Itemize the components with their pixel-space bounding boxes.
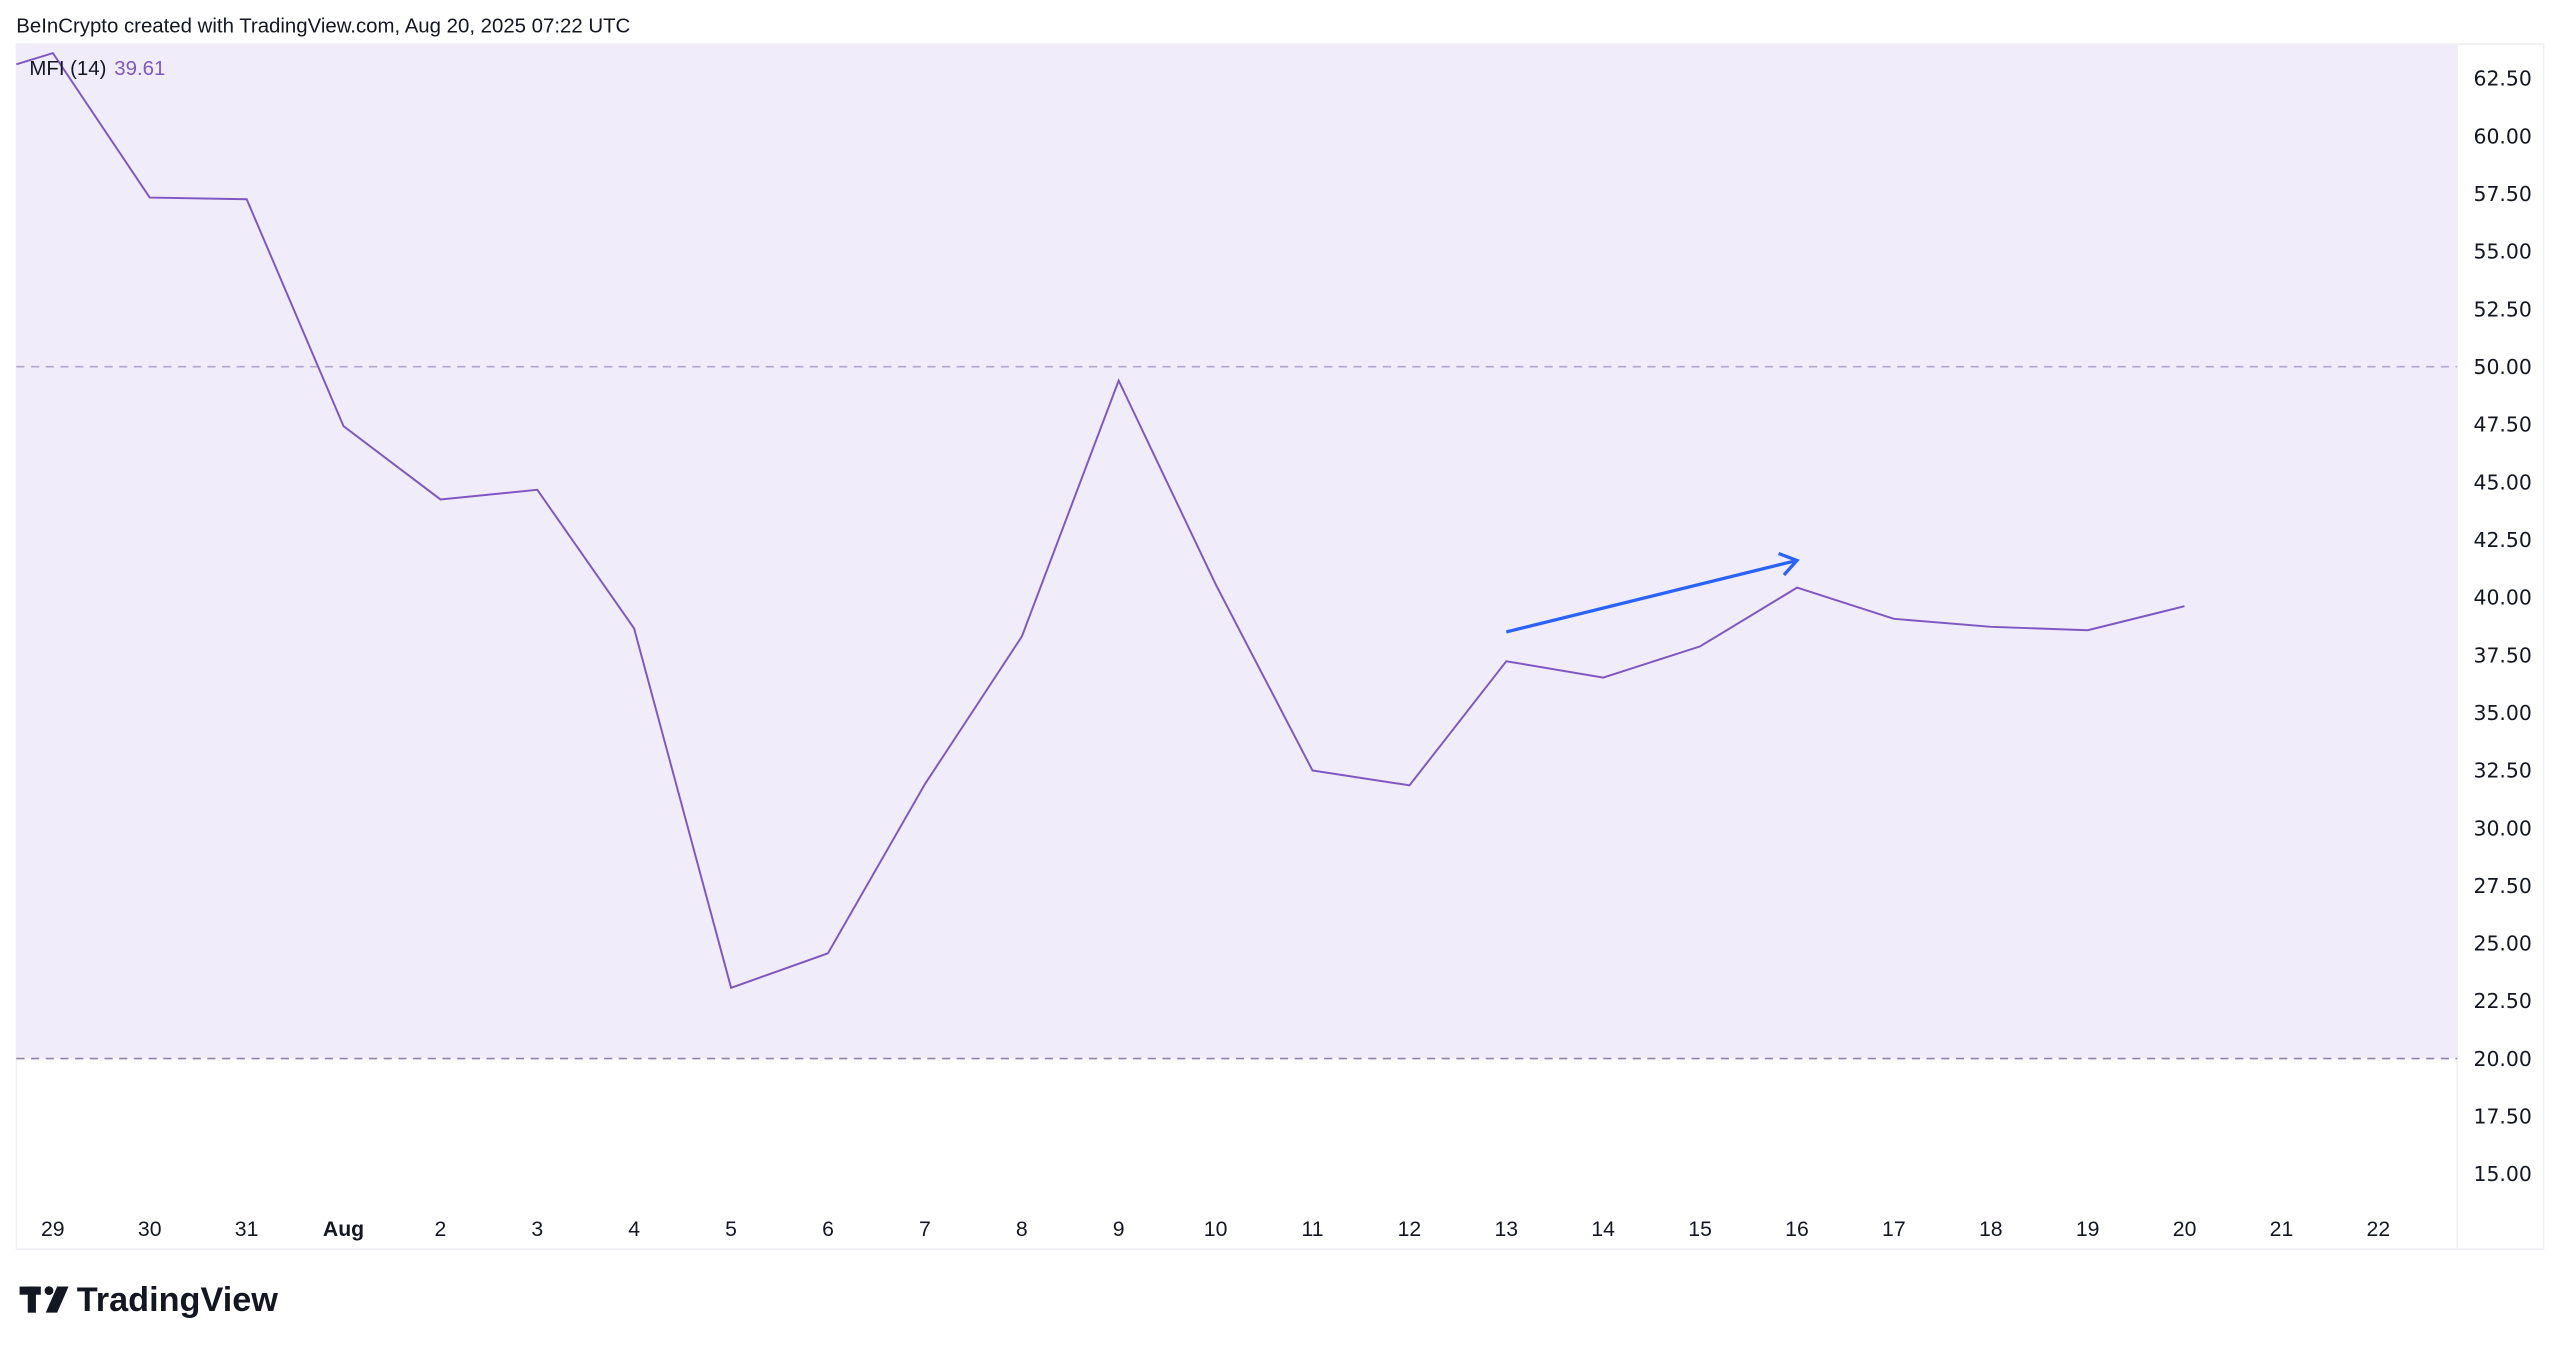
y-tick-label: 37.50 (2473, 643, 2531, 667)
y-tick-label: 50.00 (2473, 355, 2531, 379)
y-tick-label: 45.00 (2473, 470, 2531, 494)
x-tick-label: 11 (1301, 1218, 1323, 1241)
x-tick-label: 9 (1113, 1218, 1125, 1241)
x-tick-label: 21 (2270, 1218, 2294, 1241)
x-tick-label: 2 (435, 1218, 447, 1241)
y-tick-label: 30.00 (2473, 816, 2531, 840)
x-tick-label: 17 (1882, 1218, 1906, 1241)
x-tick-label: 10 (1204, 1218, 1228, 1241)
header-credit: BeInCrypto created with TradingView.com,… (16, 16, 630, 38)
mfi-series-line (16, 51, 2185, 990)
x-tick-label: 13 (1494, 1218, 1518, 1241)
x-tick-label: 16 (1785, 1218, 1809, 1241)
y-tick-label: 55.00 (2473, 240, 2531, 264)
x-tick-label: 22 (2367, 1218, 2391, 1241)
tradingview-logo-icon (19, 1286, 69, 1313)
y-tick-label: 27.50 (2473, 874, 2531, 898)
x-tick-label: 18 (1979, 1218, 2003, 1241)
y-tick-label: 42.50 (2473, 528, 2531, 552)
tradingview-logo-text: TradingView (77, 1281, 279, 1319)
x-tick-label: 31 (235, 1218, 259, 1241)
x-tick-label: 8 (1016, 1218, 1028, 1241)
legend-indicator-name[interactable]: MFI (14) (29, 58, 106, 80)
y-tick-label: 22.50 (2473, 989, 2531, 1013)
x-tick-label: 15 (1688, 1218, 1712, 1241)
x-tick-label: 6 (822, 1218, 834, 1241)
mfi-band-background (16, 44, 2458, 1059)
y-tick-label: 20.00 (2473, 1047, 2531, 1071)
x-tick-label: 7 (919, 1218, 931, 1241)
arrow-head (1778, 552, 1800, 577)
y-tick-label: 17.50 (2473, 1105, 2531, 1129)
trend-arrow-annotation[interactable] (1505, 552, 1800, 634)
y-tick-label: 62.50 (2473, 67, 2531, 91)
y-tick-label: 52.50 (2473, 297, 2531, 321)
x-tick-label: 19 (2076, 1218, 2100, 1241)
x-tick-label: Aug (323, 1218, 364, 1241)
x-tick-label: 5 (725, 1218, 737, 1241)
y-tick-label: 35.00 (2473, 701, 2531, 725)
y-tick-label: 32.50 (2473, 759, 2531, 783)
y-tick-label: 15.00 (2473, 1162, 2531, 1186)
x-tick-label: 30 (138, 1218, 162, 1241)
y-tick-label: 60.00 (2473, 124, 2531, 148)
x-tick-label: 29 (41, 1218, 65, 1241)
arrow-shaft (1505, 558, 1798, 634)
tradingview-logo[interactable]: TradingView (19, 1281, 279, 1319)
y-tick-label: 47.50 (2473, 413, 2531, 437)
y-tick-label: 40.00 (2473, 586, 2531, 610)
x-tick-label: 14 (1591, 1218, 1615, 1241)
x-tick-label: 3 (531, 1218, 543, 1241)
y-tick-label: 25.00 (2473, 932, 2531, 956)
y-tick-label: 57.50 (2473, 182, 2531, 206)
x-tick-label: 20 (2173, 1218, 2197, 1241)
x-tick-label: 12 (1398, 1218, 1422, 1241)
legend-indicator-value: 39.61 (114, 58, 165, 80)
x-tick-label: 4 (628, 1218, 640, 1241)
